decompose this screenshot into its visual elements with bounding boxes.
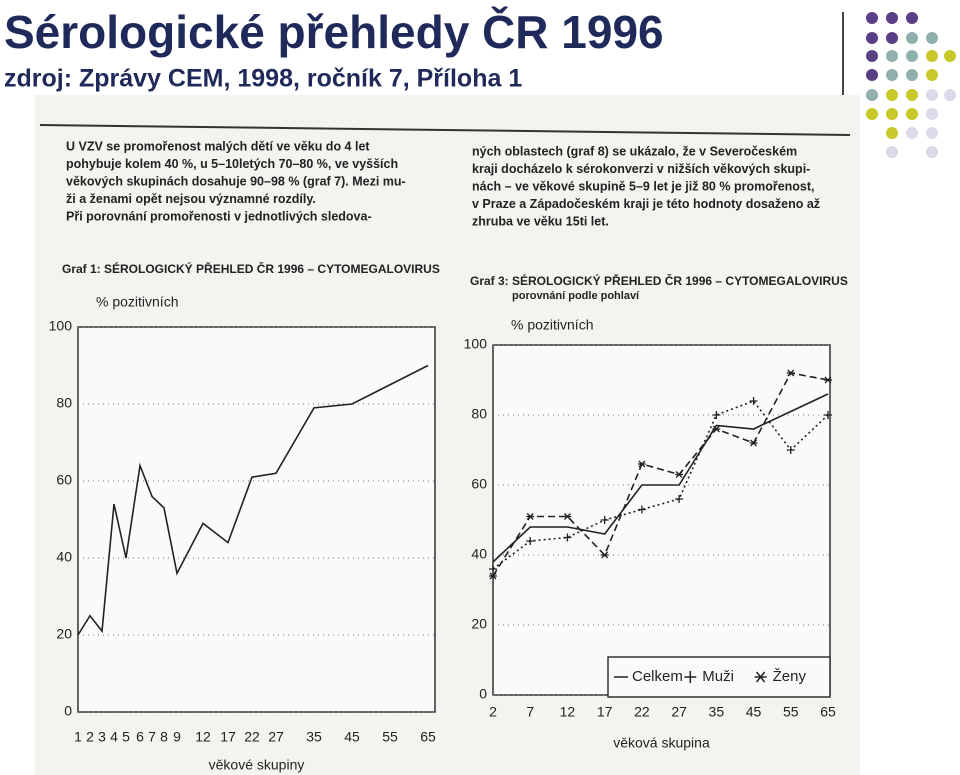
x-tick-label: 55 <box>382 729 398 745</box>
y-tick-label: 60 <box>471 476 487 492</box>
marker <box>675 471 684 478</box>
marker <box>637 505 646 514</box>
chart-title: Graf 1: SÉROLOGICKÝ PŘEHLED ČR 1996 – CY… <box>62 261 440 276</box>
x-tick-label: 27 <box>268 729 284 745</box>
x-tick-label: 8 <box>160 729 168 745</box>
marker <box>563 533 572 542</box>
x-tick-label: 12 <box>195 729 211 745</box>
marker <box>712 425 721 433</box>
y-tick-label: 0 <box>64 703 72 719</box>
marker <box>786 446 795 454</box>
text-line: kraji docházelo k sérokonverzi v nižších… <box>472 162 810 176</box>
y-tick-label: 80 <box>56 395 72 411</box>
marker <box>600 551 609 559</box>
marker <box>489 572 497 580</box>
x-tick-label: 6 <box>136 729 144 745</box>
marker <box>749 439 758 447</box>
x-tick-label: 7 <box>526 704 534 720</box>
y-tick-label: 20 <box>471 616 487 632</box>
legend-label: Ženy <box>773 668 807 685</box>
x-tick-label: 2 <box>86 729 94 745</box>
y-tick-label: 40 <box>471 546 487 562</box>
y-axis-label: % pozitivních <box>511 317 593 333</box>
x-tick-label: 35 <box>306 729 322 745</box>
text-line: ných oblastech (graf 8) se ukázalo, že v… <box>472 144 797 158</box>
marker <box>712 411 721 419</box>
marker <box>563 513 572 520</box>
slide-subtitle: zdroj: Zprávy CEM, 1998, ročník 7, Přílo… <box>4 65 522 93</box>
marker <box>600 516 609 524</box>
x-tick-label: 1 <box>74 729 82 745</box>
marker <box>675 495 684 503</box>
x-tick-label: 4 <box>110 729 118 745</box>
x-tick-label: 5 <box>122 729 130 745</box>
x-tick-label: 3 <box>98 729 106 745</box>
dots <box>866 12 956 158</box>
x-tick-label: 35 <box>709 704 725 720</box>
marker <box>824 376 832 384</box>
y-tick-label: 20 <box>56 626 72 642</box>
scan-rule <box>39 124 851 136</box>
marker <box>637 460 646 468</box>
x-tick-label: 27 <box>671 704 687 720</box>
text-line: zhruba ve věku 15ti let. <box>472 214 609 228</box>
y-tick-label: 100 <box>49 318 73 334</box>
marker <box>786 369 795 377</box>
y-axis-label: % pozitivních <box>96 294 178 310</box>
x-tick-label: 17 <box>220 729 236 745</box>
plot-frame <box>492 344 831 696</box>
y-tick-label: 60 <box>56 472 72 488</box>
plot-frame <box>77 326 436 713</box>
legend-symbol <box>684 671 697 683</box>
x-tick-label: 7 <box>148 729 156 745</box>
series-line <box>492 393 829 563</box>
series-line <box>492 400 829 570</box>
marker <box>489 565 497 573</box>
x-tick-label: 45 <box>344 729 360 745</box>
marker <box>824 411 832 419</box>
y-tick-label: 100 <box>464 336 488 352</box>
x-tick-label: 65 <box>820 704 836 720</box>
chart-title: Graf 3: SÉROLOGICKÝ PŘEHLED ČR 1996 – CY… <box>470 273 848 288</box>
x-tick-label: 65 <box>420 729 436 745</box>
x-tick-label: 17 <box>597 704 613 720</box>
series-line <box>492 372 829 577</box>
legend-label: Celkem <box>632 668 683 685</box>
x-axis-label: věková skupina <box>613 735 710 751</box>
marker <box>749 397 758 405</box>
text-line: nách – ve věkové skupině 5–9 let je již … <box>472 179 815 193</box>
text-line: pohybuje kolem 40 %, u 5–10letých 70–80 … <box>66 157 398 171</box>
slide-title: Sérologické přehledy ČR 1996 <box>4 6 664 58</box>
marker <box>526 537 535 545</box>
x-tick-label: 12 <box>560 704 576 720</box>
series-line <box>77 364 429 636</box>
legend-symbol <box>754 671 767 683</box>
x-tick-label: 55 <box>783 704 799 720</box>
y-tick-label: 0 <box>479 686 487 702</box>
x-tick-label: 9 <box>173 729 181 745</box>
text-line: věkových skupinách dosahuje 90–98 % (gra… <box>66 174 406 188</box>
x-axis-label: věkové skupiny <box>209 757 305 773</box>
legend-box <box>607 656 831 698</box>
marker <box>526 513 535 520</box>
text-line: ži a ženami opět nejsou významné rozdíly… <box>66 192 316 206</box>
text-line: Při porovnání promořenosti v jednotlivýc… <box>66 209 372 223</box>
y-tick-label: 80 <box>471 406 487 422</box>
x-tick-label: 22 <box>634 704 650 720</box>
x-tick-label: 2 <box>489 704 497 720</box>
text-line: U VZV se promořenost malých dětí ve věku… <box>66 139 370 153</box>
chart-subtitle: porovnání podle pohlaví <box>512 290 640 302</box>
x-tick-label: 22 <box>244 729 260 745</box>
y-tick-label: 40 <box>56 549 72 565</box>
legend-label: Muži <box>702 668 734 685</box>
text-line: v Praze a Západočeském kraji je této hod… <box>472 197 820 211</box>
x-tick-label: 45 <box>746 704 762 720</box>
